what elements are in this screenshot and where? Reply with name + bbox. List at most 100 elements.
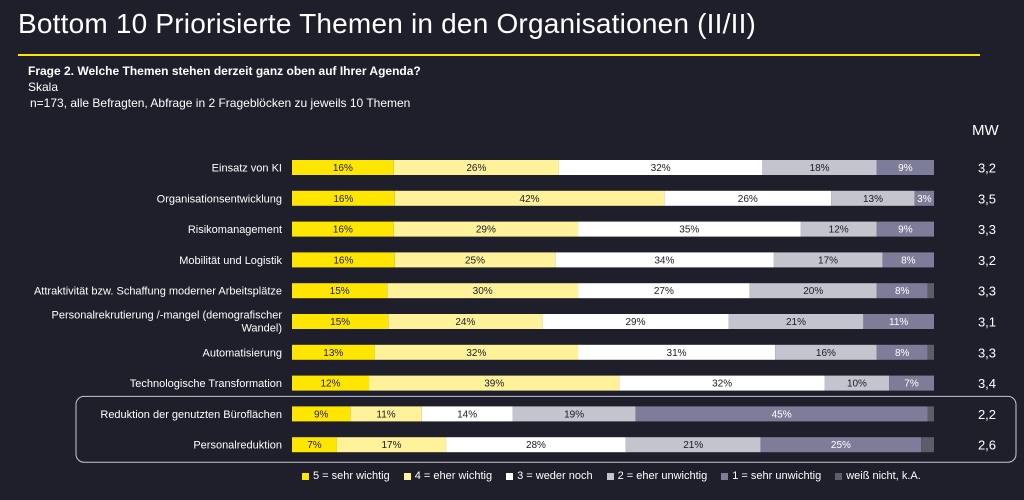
data-label: 32% [651,163,671,174]
mean-value: 3,2 [978,161,996,176]
bar-segment [393,160,559,175]
data-label: 19% [564,409,584,420]
data-label: 45% [772,409,792,420]
data-label: 16% [333,225,353,236]
legend-label: 4 = eher wichtig [414,470,493,482]
data-label: 15% [330,286,350,297]
data-label: 9% [898,225,913,236]
bar-segment [292,283,388,299]
bar-segment [762,160,877,175]
data-label: 25% [831,440,851,451]
mean-value-header: MW [972,122,999,139]
data-label: 26% [466,163,486,174]
bar-segment [387,283,579,299]
data-label: 18% [810,163,830,174]
bar-segment [927,406,934,422]
bar-segment [292,406,351,422]
bar-segment [927,283,934,299]
data-label: 16% [333,255,353,266]
legend-item: 3 = weder noch [506,470,593,482]
data-label: 12% [829,225,849,236]
legend-item: 1 = sehr unwichtig [721,470,821,482]
data-label: 10% [847,379,867,390]
title-underline [18,54,980,56]
data-label: 29% [625,317,645,328]
bar-segment [369,375,620,391]
legend-swatch [606,472,614,480]
bar-segment [876,221,934,237]
bar-segment [421,406,513,422]
data-label: 11% [376,409,395,420]
data-label: 26% [738,194,758,205]
bar-segment [889,375,934,391]
bar-segment [824,375,890,391]
bar-segment [292,160,394,175]
bar-segment [775,344,877,360]
bar-segment [728,314,864,329]
mean-value: 2,6 [978,438,996,453]
data-label: 39% [484,379,504,390]
mean-value: 3,2 [978,253,996,268]
bar-segment [292,221,394,237]
bar-segment [882,252,934,268]
bar-segment [388,314,543,329]
bar-segment [921,437,934,453]
bar-segment [336,437,447,453]
bar-segment [876,160,934,175]
data-label: 16% [333,194,353,205]
data-label: 14% [457,409,477,420]
data-label: 28% [526,440,546,451]
bar-segment [578,344,776,360]
bar-segment [625,437,761,453]
bar-segment [619,375,825,391]
data-label: 7% [904,379,919,390]
data-label: 21% [683,440,703,451]
category-label: Risikomanagement [188,224,282,236]
data-label: 13% [323,348,343,359]
data-label: 27% [654,286,674,297]
legend-label: 5 = sehr wichtig [313,470,390,482]
data-label: 32% [466,348,486,359]
mean-value: 3,5 [978,191,996,206]
bar-segment [292,437,337,453]
legend-label: weiß nicht, k.A. [846,470,921,482]
data-label: 34% [654,255,674,266]
legend-item: 4 = eher wichtig [403,470,493,482]
data-label: 11% [889,317,908,328]
bar-segment [512,406,636,422]
bar-segment [664,190,832,206]
bar-segment [760,437,922,453]
bar-segment [555,252,774,268]
bar-segment [292,344,375,360]
bar-segment [393,221,579,237]
bar-segment [292,190,395,206]
bar-segment [394,190,665,206]
data-label: 8% [901,255,916,266]
bar-segment [374,344,579,360]
legend-label: 2 = eher unwichtig [617,470,708,482]
category-label: Automatisierung [203,347,283,359]
legend-swatch [506,472,514,480]
bar-segment [863,314,934,329]
bar-segment [394,252,556,268]
bar-segment [558,160,763,175]
data-label: 15% [330,317,350,328]
data-label: 30% [473,286,493,297]
sample-description: n=173, alle Befragten, Abfrage in 2 Frag… [30,96,411,110]
bar-segment [635,406,928,422]
scale-label: Skala [28,80,59,94]
legend-item: 5 = sehr wichtig [302,470,390,482]
mean-value: 3,3 [978,345,996,360]
data-label: 21% [786,317,806,328]
mean-value: 2,2 [978,407,996,422]
bar-segment [292,314,389,329]
data-label: 16% [333,163,353,174]
data-label: 17% [818,255,838,266]
legend-label: 1 = sehr unwichtig [732,470,822,482]
category-label: Technologische Transformation [130,378,282,390]
data-label: 29% [476,225,496,236]
legend-label: 3 = weder noch [517,470,593,482]
bar-segment [542,314,729,329]
data-label: 24% [455,317,475,328]
